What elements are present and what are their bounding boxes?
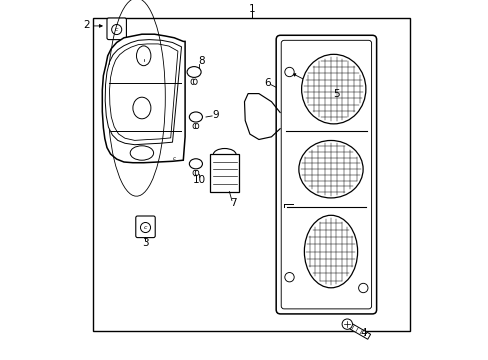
FancyBboxPatch shape [136, 216, 155, 238]
Text: 1: 1 [248, 4, 254, 14]
Polygon shape [347, 323, 370, 339]
Circle shape [111, 24, 122, 35]
FancyBboxPatch shape [107, 18, 126, 40]
Text: 10: 10 [193, 175, 205, 185]
Circle shape [284, 273, 294, 282]
Polygon shape [102, 34, 185, 163]
Circle shape [284, 67, 294, 77]
FancyBboxPatch shape [281, 40, 371, 309]
Ellipse shape [130, 146, 153, 160]
Ellipse shape [301, 54, 365, 124]
Ellipse shape [193, 79, 197, 84]
Ellipse shape [193, 123, 196, 129]
Text: 9: 9 [212, 110, 219, 120]
Text: 7: 7 [230, 198, 237, 208]
Bar [93, 18, 409, 331]
Ellipse shape [193, 170, 196, 175]
Text: 3: 3 [142, 238, 148, 248]
Ellipse shape [136, 46, 151, 66]
Ellipse shape [189, 159, 202, 169]
Ellipse shape [187, 67, 201, 77]
Text: 6: 6 [264, 78, 271, 88]
Ellipse shape [304, 215, 357, 288]
FancyBboxPatch shape [276, 35, 376, 314]
Text: c: c [172, 156, 176, 161]
Text: 4: 4 [359, 328, 366, 338]
Text: 2: 2 [82, 20, 89, 30]
Circle shape [140, 222, 150, 233]
Ellipse shape [189, 112, 202, 122]
Ellipse shape [298, 140, 363, 198]
Text: c: c [115, 27, 118, 32]
Polygon shape [105, 40, 181, 145]
Text: 8: 8 [198, 56, 204, 66]
Ellipse shape [195, 170, 198, 175]
Circle shape [358, 283, 367, 293]
Text: c: c [143, 225, 147, 230]
Ellipse shape [191, 79, 194, 84]
Circle shape [342, 319, 352, 329]
Polygon shape [109, 44, 178, 140]
Ellipse shape [133, 97, 151, 119]
Text: 5: 5 [332, 89, 339, 99]
FancyBboxPatch shape [210, 154, 239, 192]
Ellipse shape [195, 123, 198, 129]
